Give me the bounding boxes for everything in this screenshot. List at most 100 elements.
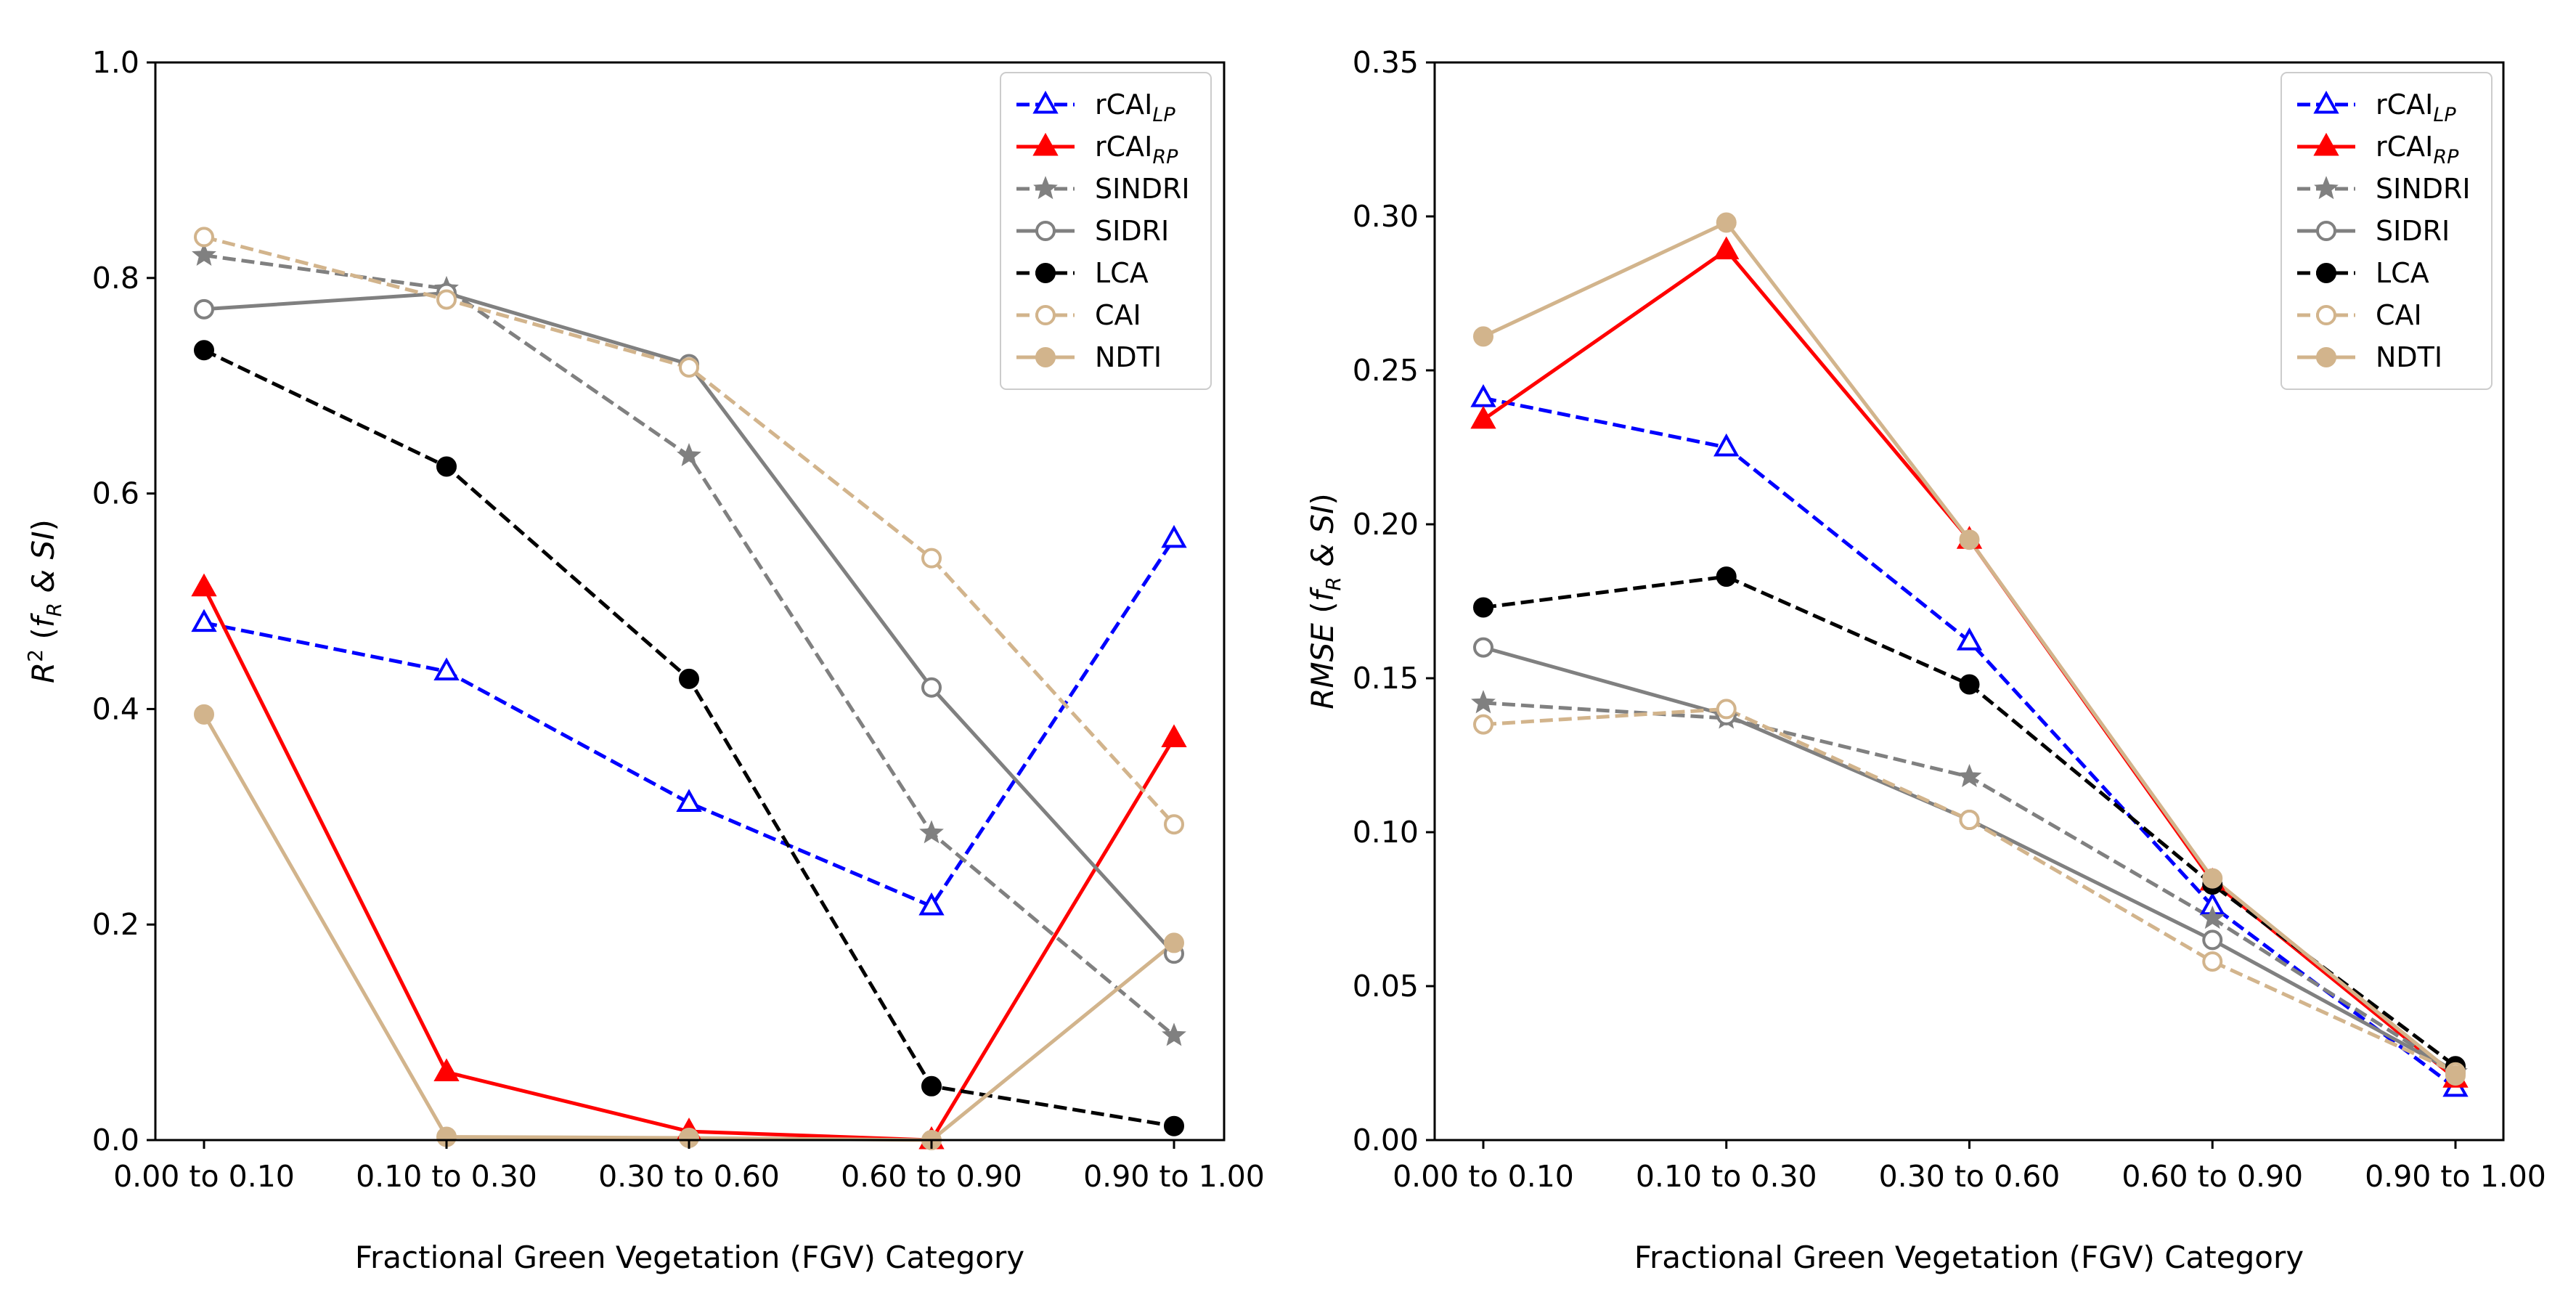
- legend-marker: [1035, 347, 1056, 367]
- legend-item: NDTI: [1016, 341, 1162, 373]
- legend-marker: [2313, 90, 2339, 114]
- legend-marker: [2316, 221, 2336, 241]
- y-tick-label: 0.4: [92, 691, 139, 726]
- data-point: [191, 609, 217, 632]
- data-point: [433, 657, 460, 680]
- series-markers-lca: [194, 340, 1184, 1136]
- data-point: [2202, 868, 2223, 889]
- y-tick-label: 0.30: [1353, 199, 1419, 234]
- legend-marker: [1035, 263, 1056, 283]
- data-point: [1473, 597, 1493, 618]
- legend-item: SINDRI: [2297, 173, 2471, 205]
- x-tick-label: 0.30 to 0.60: [1879, 1159, 2061, 1194]
- legend-marker: [2313, 132, 2339, 156]
- legend-label: SIDRI: [1095, 215, 1169, 247]
- legend-item: rCAILP: [1016, 89, 1175, 126]
- x-tick-label: 0.60 to 0.90: [2121, 1159, 2303, 1194]
- x-tick-label: 0.10 to 0.30: [356, 1159, 537, 1194]
- legend-label: CAI: [1095, 299, 1141, 331]
- data-point: [433, 1058, 460, 1082]
- data-point: [1716, 699, 1737, 720]
- legend-marker: [2316, 263, 2336, 283]
- series-line-rcai-lp: [203, 537, 1176, 908]
- y-axis-label: R2 (fR & SI): [23, 519, 66, 683]
- data-point: [676, 789, 702, 813]
- data-point: [192, 242, 216, 267]
- y-tick-label: 0.05: [1353, 969, 1419, 1004]
- x-axis-label: Fractional Green Vegetation (FGV) Catego…: [1634, 1240, 2304, 1275]
- legend-label: SIDRI: [2376, 215, 2450, 247]
- legend-marker: [2314, 176, 2339, 200]
- data-point: [1959, 529, 1980, 550]
- data-point: [1957, 763, 1982, 788]
- legend-label: NDTI: [1095, 341, 1162, 373]
- data-point: [921, 1075, 942, 1097]
- data-point: [1473, 714, 1493, 735]
- series-line-sidri: [203, 291, 1175, 955]
- data-point: [194, 340, 214, 361]
- series-line-cai: [1483, 707, 2457, 1074]
- legend-label: rCAIRP: [1095, 131, 1178, 168]
- legend-marker: [1032, 90, 1059, 114]
- data-point: [677, 442, 701, 467]
- data-point: [1471, 690, 1496, 714]
- series-markers-cai: [194, 227, 1184, 835]
- x-tick-label: 0.60 to 0.90: [841, 1159, 1022, 1194]
- y-tick-label: 0.20: [1353, 507, 1419, 542]
- legend-item: NDTI: [2297, 341, 2442, 373]
- data-point: [1470, 384, 1496, 407]
- x-tick-label: 0.00 to 0.10: [1393, 1159, 1574, 1194]
- y-tick-label: 0.15: [1353, 661, 1419, 696]
- y-tick-label: 0.10: [1353, 815, 1419, 850]
- data-point: [679, 357, 699, 378]
- legend-label: CAI: [2376, 299, 2422, 331]
- legend-item: rCAILP: [2297, 89, 2456, 126]
- data-point: [1161, 724, 1187, 747]
- data-point: [918, 892, 945, 916]
- legend-marker: [2316, 347, 2336, 367]
- data-point: [1716, 212, 1737, 233]
- data-point: [1713, 236, 1740, 260]
- x-tick-label: 0.30 to 0.60: [598, 1159, 780, 1194]
- series-line-rcai-lp: [1483, 396, 2457, 1089]
- series-markers-rcai-lp: [191, 524, 1187, 916]
- y-tick-label: 0.8: [92, 261, 139, 296]
- y-tick-label: 0.00: [1353, 1123, 1419, 1158]
- legend-marker: [2316, 305, 2336, 325]
- data-point: [1162, 1022, 1186, 1046]
- legend-item: SIDRI: [1016, 215, 1169, 247]
- y-tick-label: 0.25: [1353, 353, 1419, 388]
- data-point: [436, 289, 457, 310]
- series-markers-ndti: [194, 704, 1184, 1150]
- series-markers-cai: [1473, 699, 2466, 1083]
- y-tick-label: 1.0: [92, 45, 139, 80]
- data-point: [921, 677, 942, 698]
- legend-label: rCAILP: [2376, 89, 2456, 126]
- legend-item: rCAIRP: [2297, 131, 2459, 168]
- series-line-ndti: [202, 713, 1175, 1142]
- legend-label: LCA: [1095, 257, 1149, 289]
- y-tick-label: 0.6: [92, 476, 139, 511]
- data-point: [1473, 326, 1493, 347]
- y-tick-label: 0.2: [92, 907, 139, 942]
- legend-label: rCAILP: [1095, 89, 1175, 126]
- series-markers-sindri: [1471, 690, 2468, 1083]
- legend-label: SINDRI: [1095, 173, 1190, 205]
- x-tick-label: 0.00 to 0.10: [113, 1159, 295, 1194]
- legend: rCAILP rCAIRP SINDRI SIDRI LCA CAI NDTI: [1000, 72, 1212, 390]
- data-point: [194, 704, 214, 725]
- series-line-sindri: [1483, 701, 2457, 1074]
- legend-item: CAI: [2297, 299, 2422, 331]
- data-point: [1959, 810, 1980, 831]
- series-line-sidri: [1483, 646, 2457, 1074]
- data-point: [1956, 627, 1983, 651]
- y-tick-label: 0.0: [92, 1123, 139, 1158]
- data-point: [2200, 905, 2225, 929]
- x-tick-label: 0.10 to 0.30: [1636, 1159, 1817, 1194]
- legend-item: rCAIRP: [1016, 131, 1178, 168]
- data-point: [919, 820, 944, 844]
- data-point: [1161, 524, 1187, 548]
- series-markers-ndti: [1473, 212, 2466, 1086]
- data-point: [1959, 674, 1980, 695]
